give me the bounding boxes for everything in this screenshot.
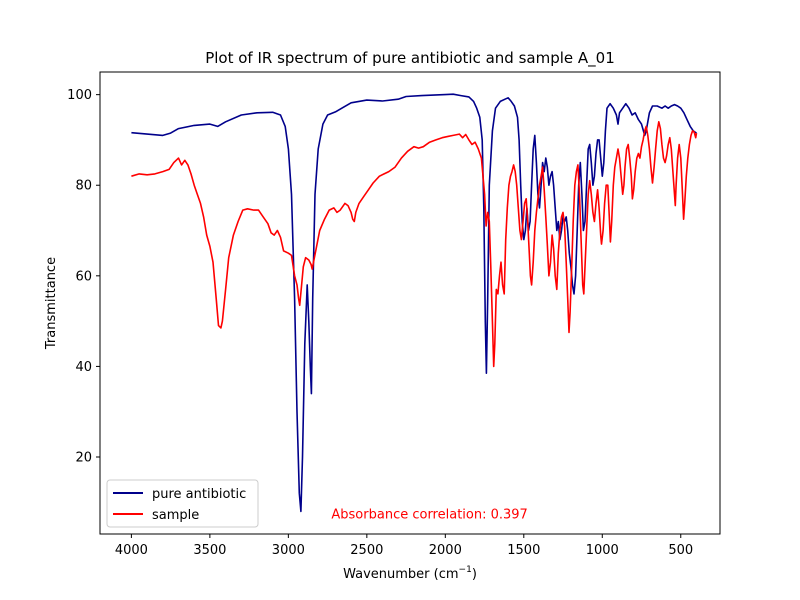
y-tick-label: 40 <box>75 360 92 375</box>
correlation-annotation: Absorbance correlation: 0.397 <box>331 508 527 523</box>
axes-frame <box>99 71 721 535</box>
x-tick-label: 3500 <box>193 543 226 558</box>
y-axis-label: Transmittance <box>44 257 59 350</box>
y-axis-ticks: 20 40 60 80 100 <box>67 88 100 466</box>
plot-area <box>99 71 721 535</box>
y-tick-label: 80 <box>75 179 92 194</box>
legend-label-sample: sample <box>152 508 199 523</box>
y-tick-label: 100 <box>67 88 92 103</box>
x-tick-label: 1500 <box>507 543 540 558</box>
series-layer <box>131 93 698 513</box>
x-tick-label: 500 <box>668 543 693 558</box>
series-line-sample <box>131 121 698 368</box>
x-axis-label-main: Wavenumber (cm <box>343 567 458 582</box>
x-tick-label: 2000 <box>429 543 462 558</box>
legend-label-pure-antibiotic: pure antibiotic <box>152 487 246 502</box>
x-tick-label: 3000 <box>272 543 305 558</box>
series-line-pure-antibiotic <box>131 93 697 513</box>
x-axis-label-superscript: −1 <box>459 565 472 575</box>
chart-title: Plot of IR spectrum of pure antibiotic a… <box>205 49 615 68</box>
legend: pure antibiotic sample <box>106 479 259 528</box>
legend-box <box>106 479 259 528</box>
x-tick-label: 4000 <box>115 543 148 558</box>
x-tick-label: 2500 <box>350 543 383 558</box>
y-tick-label: 20 <box>75 451 92 466</box>
y-tick-label: 60 <box>75 269 92 284</box>
x-tick-label: 1000 <box>586 543 619 558</box>
x-axis-label-end: ) <box>472 567 477 582</box>
x-axis-label: Wavenumber (cm−1) <box>343 565 477 582</box>
x-axis-ticks: 4000 3500 3000 2500 2000 1500 1000 500 <box>115 534 693 558</box>
